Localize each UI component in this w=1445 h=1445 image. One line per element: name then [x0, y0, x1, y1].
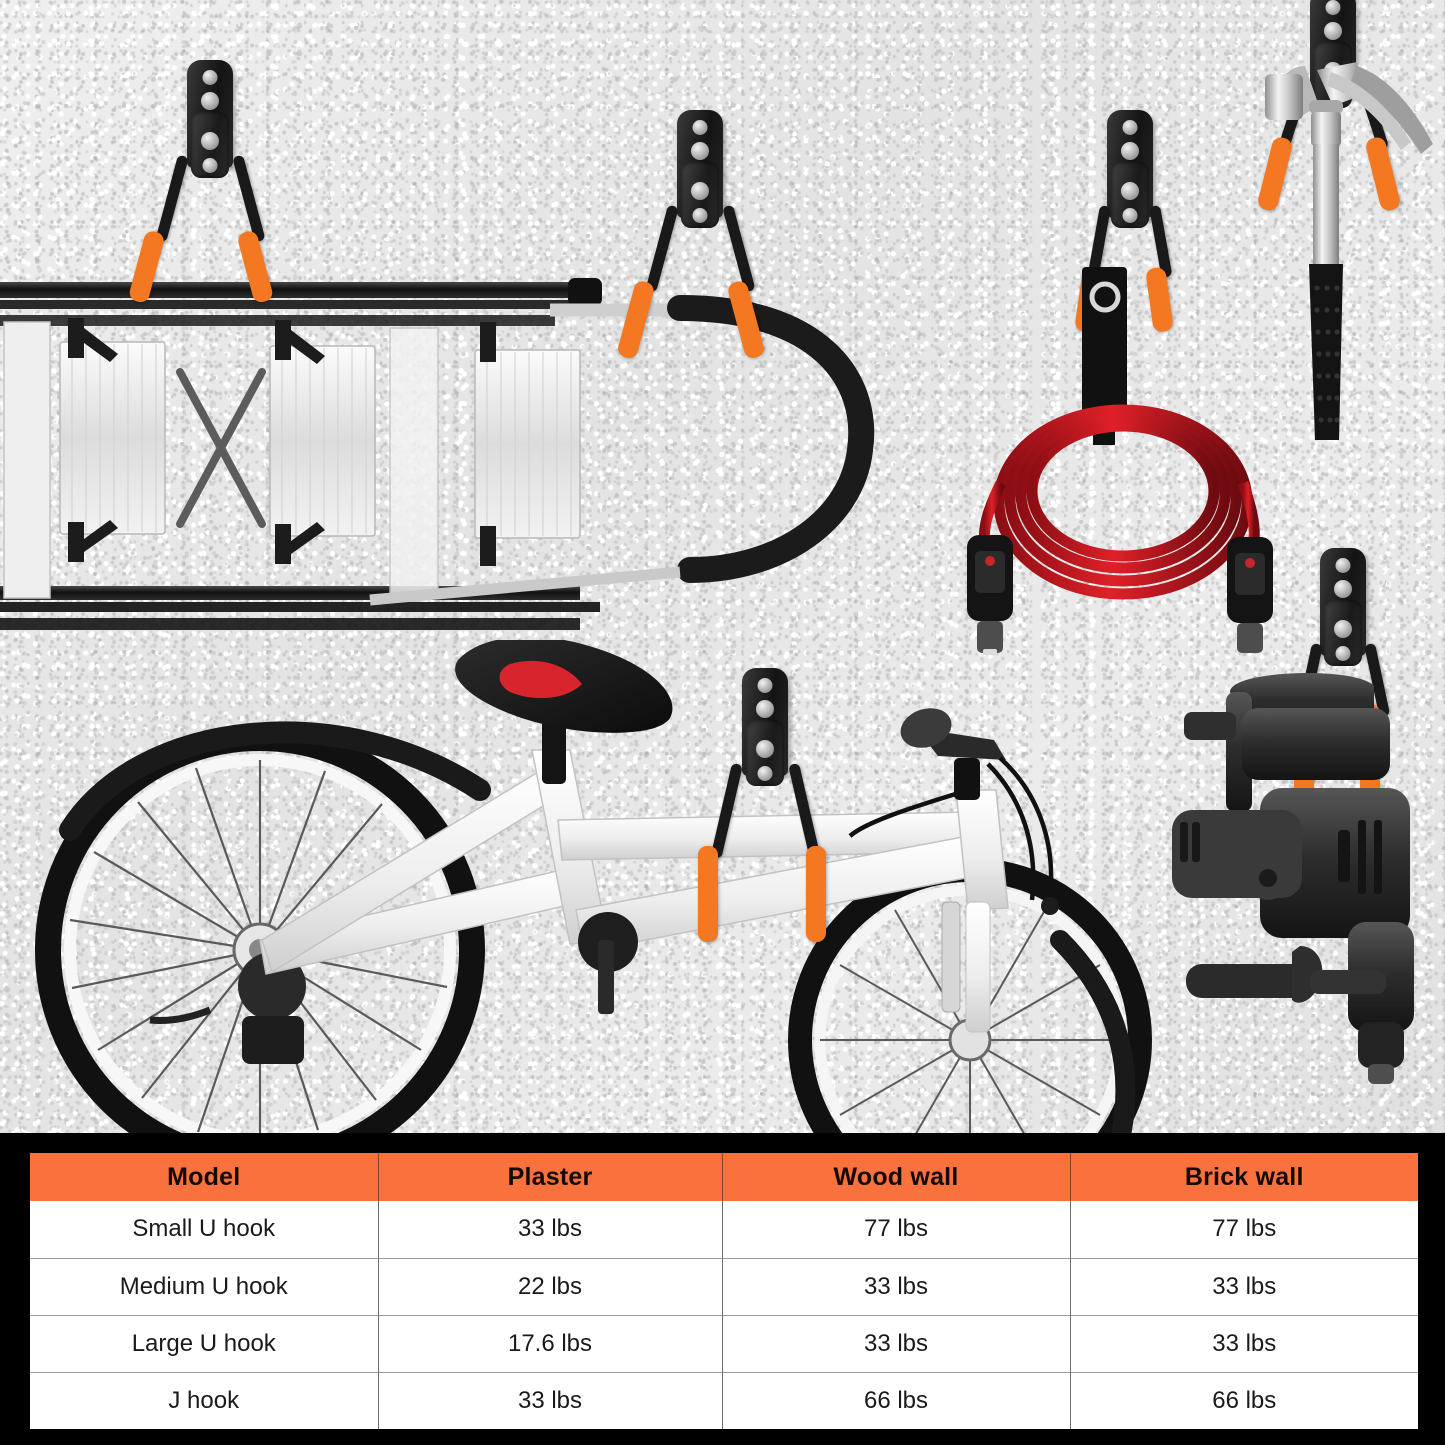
hook-arm-right: [232, 154, 266, 243]
table-row: Small U hook 33 lbs 77 lbs 77 lbs: [30, 1201, 1418, 1258]
cable-plug-left: [967, 535, 1013, 655]
screw-hole-1: [1325, 0, 1341, 15]
cell-plaster: 22 lbs: [378, 1257, 723, 1315]
screw-hole-3: [201, 132, 219, 150]
hook-tip-right: [806, 846, 826, 942]
screw-hole-2: [691, 142, 709, 160]
screw-hole-4: [692, 208, 708, 223]
cell-brick: 33 lbs: [1070, 1257, 1418, 1315]
column-header-plaster: Plaster: [378, 1153, 723, 1201]
drill-side-handle: [1186, 964, 1316, 998]
table-header-row: Model Plaster Wood wall Brick wall: [30, 1153, 1418, 1201]
cell-wood: 77 lbs: [722, 1201, 1071, 1258]
hook-tip-right: [726, 279, 766, 360]
screw-hole-2: [1324, 22, 1342, 40]
capacity-table-section: Model Plaster Wood wall Brick wall Small…: [0, 1133, 1445, 1445]
hook-tip-right: [236, 229, 275, 305]
cell-plaster: 17.6 lbs: [378, 1314, 723, 1372]
cell-model: Small U hook: [30, 1201, 379, 1258]
screw-hole-2: [201, 92, 219, 110]
cell-model: J hook: [30, 1371, 379, 1429]
bike-frame: [259, 749, 1009, 975]
screw-hole-2: [1121, 142, 1139, 160]
cell-plaster: 33 lbs: [378, 1371, 723, 1429]
hook-arm-left: [710, 762, 743, 859]
hook-arm-left: [155, 154, 189, 243]
hook-arm-right: [788, 762, 821, 859]
screw-hole-1: [202, 70, 218, 85]
bike-saddle: [455, 640, 673, 733]
screw-hole-4: [1122, 208, 1138, 223]
table-row: Medium U hook 22 lbs 33 lbs 33 lbs: [30, 1257, 1418, 1315]
screw-hole-3: [691, 182, 709, 200]
hook-arm-left: [645, 204, 679, 293]
screw-hole-2: [1334, 580, 1352, 598]
extension-ladder: [0, 278, 875, 630]
cell-model: Large U hook: [30, 1314, 379, 1372]
hook-ladder-right: [616, 110, 766, 400]
hook-tip-left: [698, 846, 718, 942]
cell-brick: 77 lbs: [1070, 1201, 1418, 1258]
cell-brick: 33 lbs: [1070, 1314, 1418, 1372]
hook-cable: [1074, 110, 1185, 340]
screw-hole-3: [1334, 620, 1352, 638]
table-row: Large U hook 17.6 lbs 33 lbs 33 lbs: [30, 1314, 1418, 1372]
cell-wood: 66 lbs: [722, 1371, 1071, 1429]
cell-wood: 33 lbs: [722, 1314, 1071, 1372]
screw-hole-1: [692, 120, 708, 135]
hook-bike: [698, 668, 826, 948]
screw-hole-2: [756, 700, 774, 718]
claw-hammer: [1265, 62, 1433, 440]
screw-hole-1: [757, 678, 773, 693]
column-header-wood-wall: Wood wall: [722, 1153, 1071, 1201]
screw-hole-3: [1121, 182, 1139, 200]
screw-hole-1: [1335, 558, 1351, 573]
cable-plug-right: [1227, 537, 1273, 653]
mountain-bike: [35, 640, 1152, 1133]
hook-ladder-left: [127, 60, 275, 350]
screw-hole-1: [1122, 120, 1138, 135]
capacity-table: Model Plaster Wood wall Brick wall Small…: [30, 1153, 1418, 1429]
screw-hole-4: [1335, 646, 1351, 661]
cell-plaster: 33 lbs: [378, 1201, 723, 1258]
screw-hole-4: [757, 766, 773, 781]
cell-wood: 33 lbs: [722, 1257, 1071, 1315]
column-header-brick-wall: Brick wall: [1070, 1153, 1418, 1201]
product-photo: [0, 0, 1445, 1133]
jumper-cable: [967, 267, 1273, 655]
bike-stem: [954, 758, 980, 800]
column-header-model: Model: [30, 1153, 379, 1201]
cell-model: Medium U hook: [30, 1257, 379, 1315]
hook-arm-right: [722, 204, 756, 293]
table-row: J hook 33 lbs 66 lbs 66 lbs: [30, 1371, 1418, 1429]
rotary-hammer-drill: [1172, 673, 1414, 1084]
screw-hole-3: [756, 740, 774, 758]
screw-hole-4: [202, 158, 218, 173]
cell-brick: 66 lbs: [1070, 1371, 1418, 1429]
